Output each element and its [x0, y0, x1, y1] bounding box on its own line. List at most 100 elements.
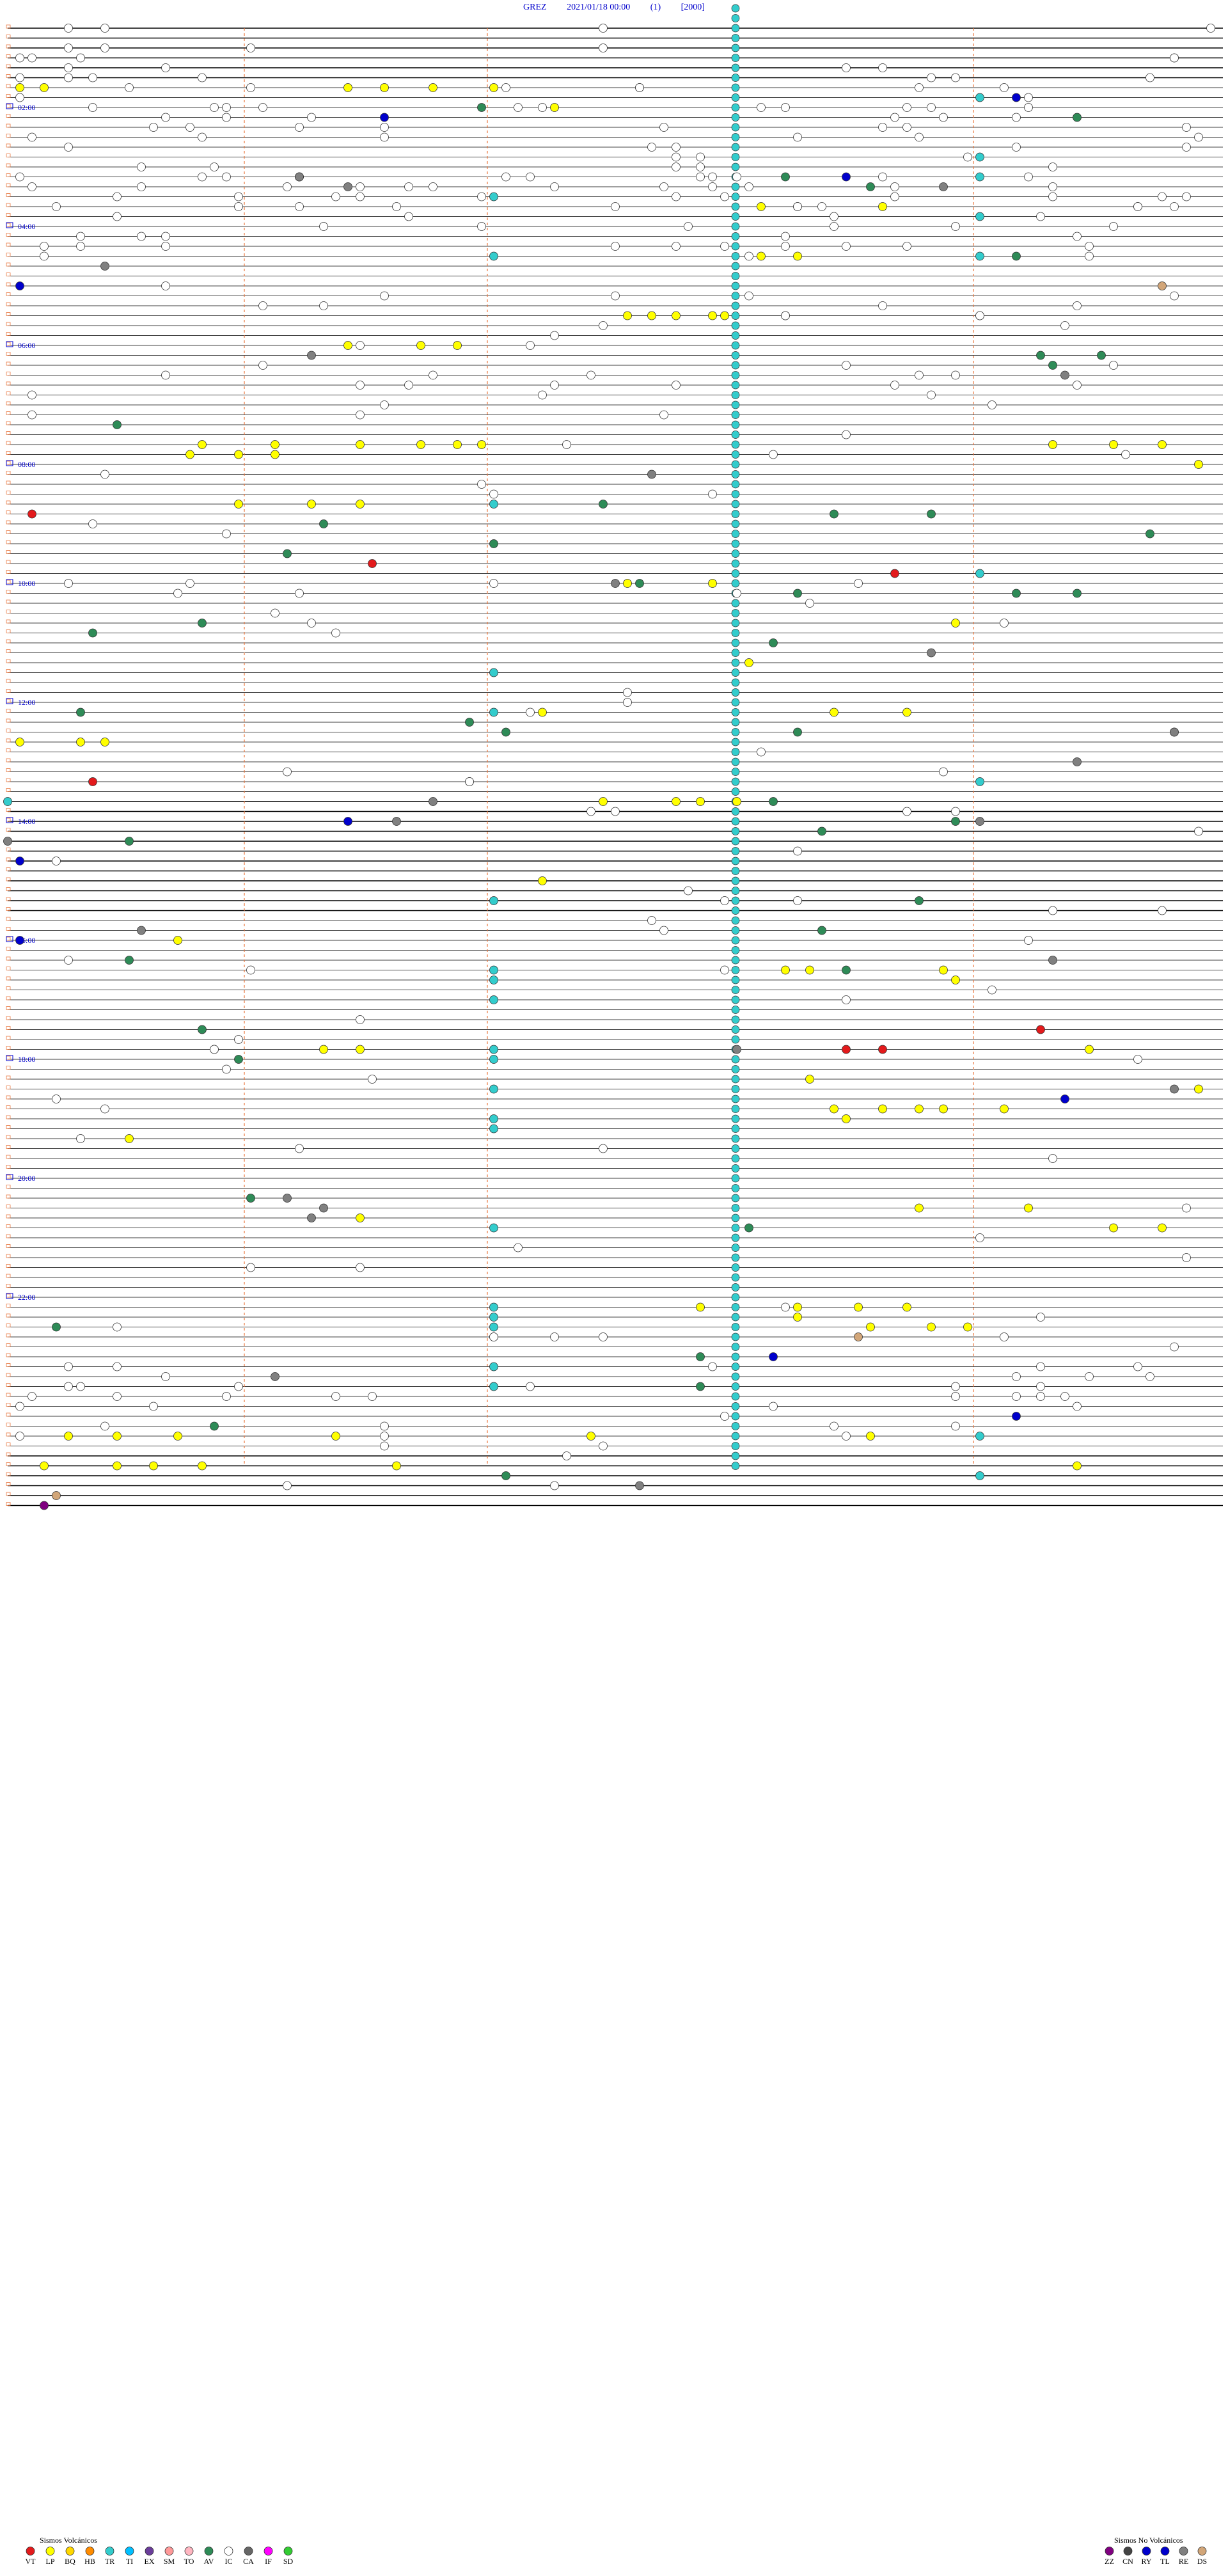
row-tick — [6, 619, 11, 624]
event-marker-LP — [623, 579, 632, 588]
legend-code-CN: CN — [1122, 2557, 1133, 2566]
event-marker-TR — [489, 976, 498, 984]
event-marker-TR — [731, 748, 740, 756]
time-label-box — [6, 103, 13, 109]
row-tick — [6, 778, 11, 782]
event-marker-TR — [731, 559, 740, 568]
event-marker-IC — [793, 846, 802, 856]
event-marker-TR — [731, 728, 740, 736]
event-marker-IC — [161, 370, 170, 380]
event-marker-TR — [731, 1144, 740, 1153]
event-marker-LP — [939, 965, 948, 975]
event-marker-TL — [769, 1352, 778, 1361]
event-marker-LP — [781, 965, 790, 975]
row-tick — [6, 610, 11, 613]
event-marker-TR — [731, 1065, 740, 1073]
event-marker-AV — [1073, 589, 1082, 598]
event-marker-LP — [477, 440, 486, 449]
event-marker-IC — [769, 450, 778, 459]
row-tick — [6, 877, 11, 881]
event-marker-LP — [550, 103, 559, 112]
event-marker-TR — [489, 1045, 498, 1054]
event-marker-IC — [623, 698, 632, 707]
event-marker-IC — [234, 202, 243, 211]
event-marker-IC — [28, 132, 36, 142]
legend-volcanic-title: Sismos Volcánicos — [40, 2536, 97, 2545]
legend-dot-RY — [1142, 2547, 1151, 2556]
event-marker-IC — [915, 83, 924, 92]
event-marker-TR — [731, 281, 740, 290]
event-marker-CA — [939, 182, 948, 191]
event-marker-TR — [731, 867, 740, 875]
event-marker-IC — [732, 589, 741, 598]
row-tick — [6, 1205, 11, 1208]
row-tick — [6, 540, 11, 544]
event-marker-IC — [246, 83, 255, 92]
row-tick — [6, 1145, 11, 1149]
event-marker-IC — [951, 370, 960, 380]
row-tick — [6, 986, 11, 990]
row-tick — [6, 976, 11, 981]
event-marker-IC — [64, 43, 73, 52]
event-marker-IC — [501, 172, 510, 182]
event-marker-IC — [295, 123, 304, 132]
time-label: 04:00 — [18, 222, 35, 231]
amplitude-scale: [2000] — [681, 3, 705, 12]
event-marker-AV — [817, 826, 826, 836]
event-marker-TR — [731, 678, 740, 687]
event-marker-AV — [501, 1471, 510, 1480]
row-tick — [6, 1244, 11, 1248]
event-marker-TR — [731, 1006, 740, 1014]
event-marker-CA — [283, 1194, 292, 1203]
event-marker-LP — [902, 707, 911, 717]
event-marker-IC — [988, 985, 996, 995]
row-tick — [6, 292, 11, 296]
event-markers — [3, 24, 1215, 1510]
event-marker-AV — [927, 509, 936, 519]
row-tick — [6, 599, 11, 604]
row-tick — [6, 867, 11, 871]
event-marker-IC — [744, 251, 753, 261]
event-marker-IC — [1121, 450, 1130, 459]
event-marker-IC — [526, 341, 535, 350]
event-marker-IC — [113, 1322, 122, 1332]
event-marker-IC — [489, 579, 498, 588]
event-marker-AV — [1048, 361, 1057, 370]
event-marker-IC — [477, 222, 486, 231]
legend-code-LP: LP — [45, 2557, 55, 2566]
event-marker-LP — [951, 619, 960, 628]
event-marker-IC — [40, 251, 49, 261]
event-marker-TR — [731, 470, 740, 478]
event-marker-IC — [1000, 1332, 1009, 1341]
row-tick — [6, 1482, 11, 1486]
event-marker-IC — [15, 172, 24, 182]
event-marker-IC — [222, 1392, 231, 1401]
event-marker-IC — [64, 24, 73, 33]
event-marker-IC — [64, 579, 73, 588]
event-marker-TR — [731, 1125, 740, 1133]
event-marker-TR — [731, 331, 740, 340]
event-marker-IC — [817, 202, 826, 211]
event-marker-LP — [1194, 460, 1203, 469]
event-marker-IC — [222, 1064, 231, 1074]
event-marker-IC — [137, 162, 146, 171]
event-marker-TR — [731, 549, 740, 558]
row-tick — [6, 1373, 11, 1377]
event-marker-TR — [731, 668, 740, 677]
event-marker-IC — [113, 1392, 122, 1401]
event-marker-IC — [258, 103, 267, 112]
event-marker-IC — [380, 400, 389, 409]
event-marker-IC — [380, 1441, 389, 1451]
event-marker-IC — [1036, 212, 1045, 221]
event-marker-CA — [927, 648, 936, 658]
event-marker-IC — [684, 222, 693, 231]
event-marker-TR — [731, 1372, 740, 1381]
event-marker-IC — [234, 192, 243, 201]
event-marker-LP — [902, 1302, 911, 1312]
row-tick — [6, 1363, 11, 1367]
event-marker-IC — [489, 1332, 498, 1341]
event-marker-IC — [781, 311, 790, 320]
event-marker-TR — [975, 93, 984, 102]
event-marker-IC — [902, 242, 911, 251]
event-marker-TR — [731, 1154, 740, 1163]
